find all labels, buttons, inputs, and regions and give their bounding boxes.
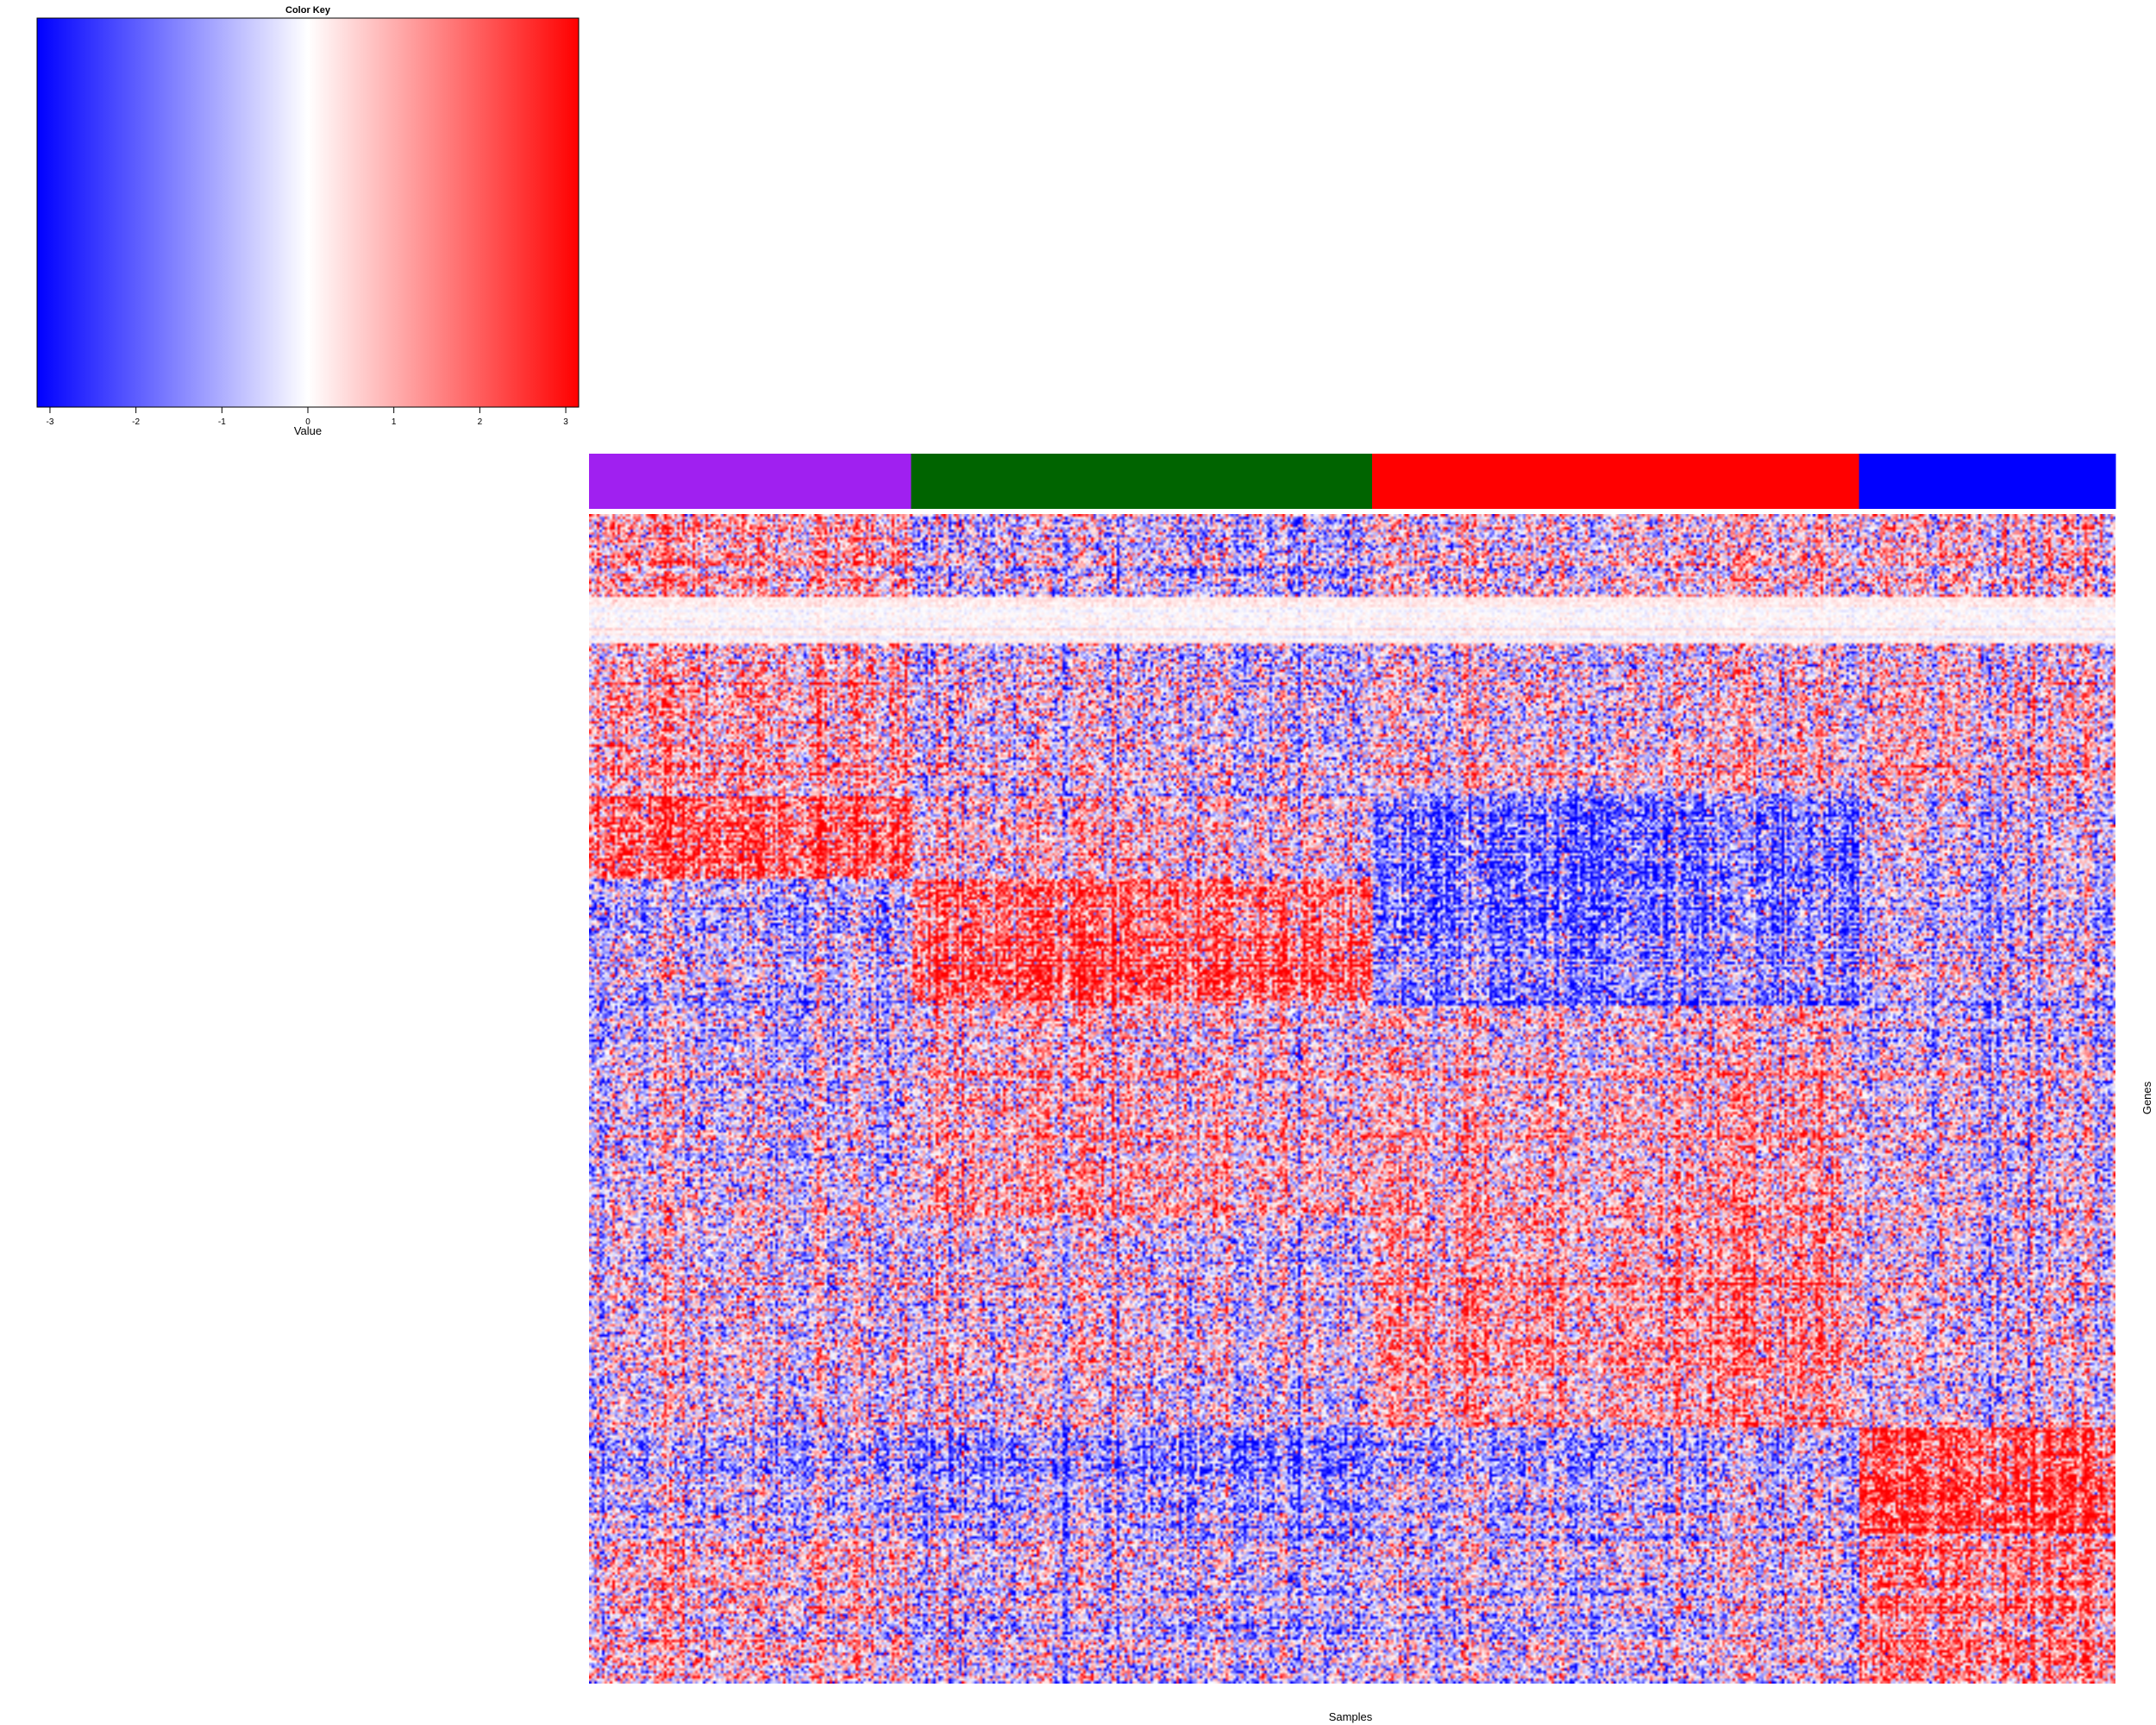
y-axis-label: Genes xyxy=(2140,1081,2153,1114)
color-key-gradient xyxy=(36,17,580,408)
color-key: Color Key -3 -2 -1 0 1 2 3 Value xyxy=(36,5,580,437)
color-key-tick-label: 1 xyxy=(392,417,397,427)
color-key-tick-label: 3 xyxy=(563,417,568,427)
sample-group-segment xyxy=(589,454,912,509)
color-key-tick-label: -1 xyxy=(218,417,226,427)
color-key-xlabel: Value xyxy=(294,424,322,437)
x-axis-label: Samples xyxy=(1329,1710,1373,1723)
heatmap-matrix xyxy=(589,514,2115,1684)
color-key-tick-label: -2 xyxy=(132,417,140,427)
sample-group-bar xyxy=(589,454,2116,509)
heatmap-cells xyxy=(589,514,2115,1684)
color-key-tick-label: 0 xyxy=(305,417,310,427)
sample-group-segment xyxy=(1858,454,2116,509)
color-key-axis: -3 -2 -1 0 1 2 3 xyxy=(46,407,568,427)
color-key-tick-label: -3 xyxy=(46,417,53,427)
color-key-title: Color Key xyxy=(285,5,331,16)
sample-group-segment xyxy=(1372,454,1860,509)
sample-group-segment xyxy=(911,454,1373,509)
color-key-tick-label: 2 xyxy=(478,417,483,427)
